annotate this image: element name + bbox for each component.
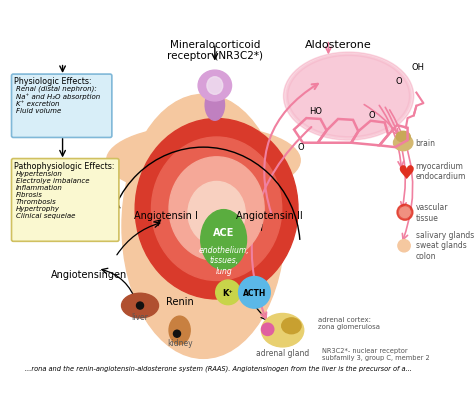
- Circle shape: [397, 204, 413, 220]
- Text: Angiotensin II: Angiotensin II: [236, 211, 303, 221]
- Ellipse shape: [207, 77, 223, 94]
- Text: NR3C2*- nuclear receptor
subfamily 3, group C, member 2: NR3C2*- nuclear receptor subfamily 3, gr…: [322, 348, 430, 361]
- Text: Physiologic Effects:: Physiologic Effects:: [14, 77, 92, 86]
- Circle shape: [137, 302, 144, 309]
- Ellipse shape: [205, 89, 225, 120]
- Circle shape: [238, 277, 270, 308]
- Text: vascular
tissue: vascular tissue: [416, 203, 448, 223]
- Text: O: O: [298, 142, 304, 152]
- Ellipse shape: [393, 135, 413, 151]
- Text: endothelium,
tissues,
lung: endothelium, tissues, lung: [198, 246, 249, 275]
- Text: adrenal cortex:
zona glomerulosa: adrenal cortex: zona glomerulosa: [318, 317, 380, 330]
- Ellipse shape: [201, 209, 246, 269]
- Text: Angiotensin I: Angiotensin I: [135, 211, 198, 221]
- Ellipse shape: [287, 55, 410, 137]
- Text: K⁺: K⁺: [223, 289, 233, 298]
- Ellipse shape: [183, 99, 232, 152]
- Ellipse shape: [152, 137, 282, 280]
- Text: adrenal gland: adrenal gland: [256, 350, 309, 358]
- Ellipse shape: [396, 131, 410, 142]
- Text: Pathophysiologic Effects:: Pathophysiologic Effects:: [14, 162, 115, 171]
- Circle shape: [173, 330, 181, 337]
- Text: Renal (distal nephron):
Na⁺ and H₂O absorption
K⁺ excretion
Fluid volume: Renal (distal nephron): Na⁺ and H₂O abso…: [16, 85, 100, 114]
- Text: Angiotensingen: Angiotensingen: [51, 270, 127, 280]
- Ellipse shape: [107, 125, 300, 196]
- Text: HO: HO: [309, 107, 322, 117]
- Ellipse shape: [122, 94, 285, 358]
- Text: salivary glands
sweat glands
colon: salivary glands sweat glands colon: [416, 231, 474, 261]
- Ellipse shape: [198, 70, 232, 101]
- Text: Renin: Renin: [166, 297, 193, 307]
- Ellipse shape: [135, 119, 298, 299]
- Text: ACE: ACE: [213, 228, 234, 238]
- Text: Hypertension
Electrolye imbalance
Inflammation
Fibrosis
Thrombosis
Hypertrophy
C: Hypertension Electrolye imbalance Inflam…: [16, 171, 90, 219]
- Text: liver: liver: [132, 313, 148, 322]
- Ellipse shape: [121, 293, 158, 318]
- Text: O: O: [369, 111, 375, 120]
- Text: ...rona and the renin-angiotensin-aldosterone system (RAAS). Angiotensinogen fro: ...rona and the renin-angiotensin-aldost…: [25, 365, 412, 371]
- FancyBboxPatch shape: [11, 74, 112, 137]
- Ellipse shape: [398, 239, 410, 252]
- Text: O: O: [395, 77, 402, 86]
- Ellipse shape: [169, 157, 264, 261]
- Ellipse shape: [262, 314, 304, 347]
- Text: brain: brain: [416, 139, 436, 148]
- Ellipse shape: [282, 318, 301, 334]
- Ellipse shape: [169, 316, 190, 344]
- Ellipse shape: [188, 182, 245, 245]
- Ellipse shape: [283, 52, 414, 140]
- Text: Aldosterone: Aldosterone: [305, 40, 372, 50]
- Circle shape: [216, 280, 240, 305]
- Text: Mineralocorticoid
receptor (NR3C2*): Mineralocorticoid receptor (NR3C2*): [167, 40, 263, 61]
- Text: ♥: ♥: [397, 164, 415, 183]
- Circle shape: [262, 323, 274, 336]
- Text: OH: OH: [411, 63, 424, 73]
- Circle shape: [400, 207, 410, 217]
- Text: ACTH: ACTH: [243, 289, 266, 298]
- Text: myocardium
endocardium: myocardium endocardium: [416, 162, 466, 182]
- Text: kidney: kidney: [167, 339, 192, 348]
- FancyBboxPatch shape: [11, 158, 119, 241]
